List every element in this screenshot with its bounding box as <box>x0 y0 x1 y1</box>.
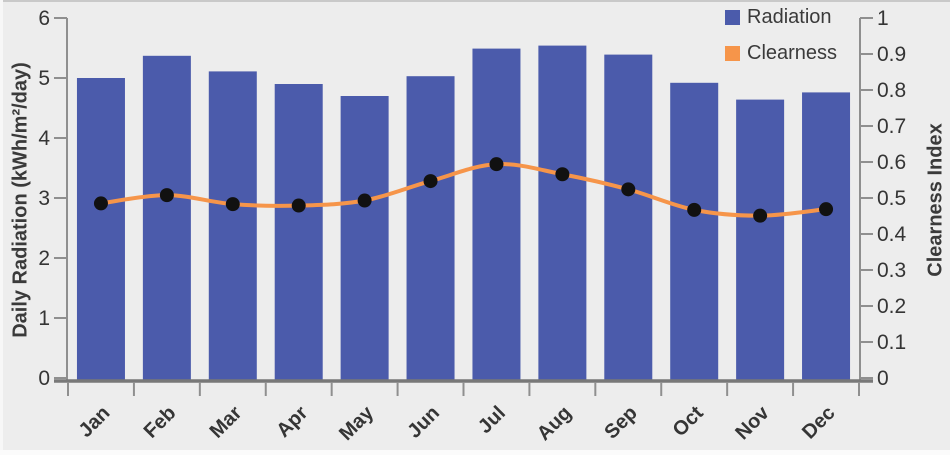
clearness-point-oct <box>687 202 702 217</box>
right-axis-tick-label: 0 <box>877 367 889 390</box>
left-axis-title: Daily Radiation (kWh/m²/day) <box>9 62 32 338</box>
legend-item-clearness: Clearness <box>725 42 837 65</box>
month-label-mar: Mar <box>206 402 247 443</box>
clearness-point-sep <box>621 182 636 197</box>
clearness-point-jan <box>93 196 108 211</box>
month-label-may: May <box>335 401 379 445</box>
right-axis-tick-label: 0.7 <box>877 115 906 138</box>
left-axis-tick-label: 3 <box>38 187 50 210</box>
month-label-dec: Dec <box>798 402 840 444</box>
month-label-apr: Apr <box>272 402 312 442</box>
month-label-nov: Nov <box>731 401 774 444</box>
right-axis-tick-label: 1 <box>877 7 889 30</box>
right-axis-tick-label: 0.8 <box>877 79 906 102</box>
right-axis-tick-label: 0.9 <box>877 43 906 66</box>
window-bottom-edge <box>0 450 950 455</box>
legend: Radiation Clearness <box>725 6 837 78</box>
left-axis-tick-label: 2 <box>38 247 50 270</box>
clearness-point-nov <box>753 208 768 223</box>
left-axis-tick-label: 1 <box>38 307 50 330</box>
month-label-jun: Jun <box>403 402 444 443</box>
left-axis-tick-label: 5 <box>38 67 50 90</box>
right-axis-tick-label: 0.5 <box>877 187 906 210</box>
right-axis-tick-label: 0.3 <box>877 259 906 282</box>
clearness-point-dec <box>819 202 834 217</box>
right-axis-tick-label: 0.6 <box>877 151 906 174</box>
month-label-sep: Sep <box>600 402 641 443</box>
bar-may <box>340 96 389 380</box>
left-axis-tick-label: 6 <box>38 7 50 30</box>
left-axis-tick-label: 4 <box>38 127 50 150</box>
bar-dec <box>802 92 851 381</box>
month-label-feb: Feb <box>140 402 181 443</box>
clearness-point-may <box>357 193 372 208</box>
right-axis-tick-label: 0.2 <box>877 295 906 318</box>
month-label-oct: Oct <box>669 402 708 441</box>
legend-item-radiation: Radiation <box>725 6 837 29</box>
clearness-point-mar <box>225 197 240 212</box>
right-axis-tick-label: 0.1 <box>877 331 906 354</box>
clearness-point-jul <box>489 157 504 172</box>
bar-nov <box>736 99 785 380</box>
window-left-edge <box>0 0 3 455</box>
clearness-point-aug <box>555 167 570 182</box>
bar-oct <box>670 82 719 381</box>
radiation-swatch-icon <box>725 10 740 25</box>
month-label-jan: Jan <box>75 402 115 442</box>
bar-sep <box>604 54 653 380</box>
bar-jan <box>76 78 125 380</box>
bar-jul <box>472 48 521 380</box>
bar-mar <box>208 71 257 381</box>
right-axis-title: Clearness Index <box>924 123 947 277</box>
bar-jun <box>406 76 455 380</box>
left-axis-tick-label: 0 <box>38 367 50 390</box>
legend-label-radiation: Radiation <box>747 6 832 28</box>
clearness-point-apr <box>291 198 306 213</box>
window-top-edge <box>0 0 950 2</box>
right-axis-tick-label: 0.4 <box>877 223 907 246</box>
month-label-jul: Jul <box>474 402 510 438</box>
bar-aug <box>538 45 587 380</box>
clearness-point-feb <box>159 188 174 203</box>
clearness-swatch-icon <box>725 46 740 61</box>
bar-apr <box>274 84 323 380</box>
bar-feb <box>142 55 191 381</box>
clearness-point-jun <box>423 174 438 189</box>
legend-label-clearness: Clearness <box>747 42 838 64</box>
month-label-aug: Aug <box>533 402 576 445</box>
